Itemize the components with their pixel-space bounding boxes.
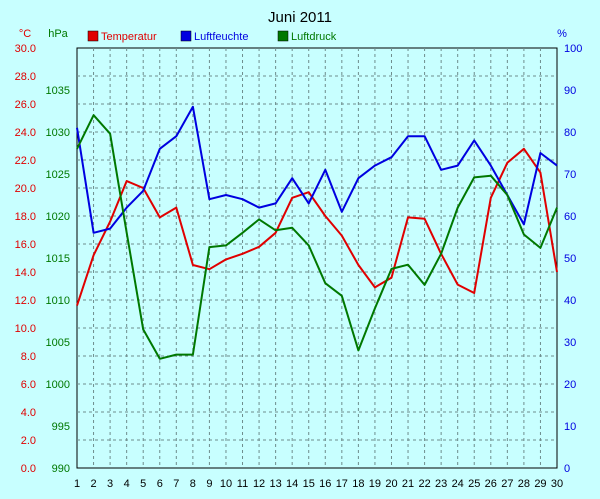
- temperature-tick-label: 24.0: [15, 127, 36, 139]
- humidity-tick-label: 60: [564, 211, 576, 223]
- x-tick-label: 5: [140, 478, 146, 490]
- humidity-tick-label: 0: [564, 463, 570, 475]
- x-tick-label: 2: [90, 478, 96, 490]
- humidity-tick-label: 100: [564, 43, 582, 55]
- x-tick-label: 27: [501, 478, 513, 490]
- legend-label-temperatur: Temperatur: [101, 31, 157, 43]
- x-tick-label: 8: [190, 478, 196, 490]
- temperature-tick-label: 14.0: [15, 267, 36, 279]
- series-line-temperatur: [76, 147, 558, 306]
- humidity-tick-label: 70: [564, 169, 576, 181]
- x-tick-label: 19: [369, 478, 381, 490]
- temperature-tick-label: 18.0: [15, 211, 36, 223]
- x-tick-label: 21: [402, 478, 414, 490]
- temperature-unit-label: °C: [19, 28, 31, 40]
- temperature-tick-label: 28.0: [15, 71, 36, 83]
- temperature-tick-label: 10.0: [15, 323, 36, 335]
- pressure-tick-label: 990: [52, 463, 70, 475]
- grid-layer: [76, 47, 558, 469]
- humidity-tick-label: 90: [564, 85, 576, 97]
- x-tick-label: 12: [253, 478, 265, 490]
- x-tick-label: 26: [485, 478, 497, 490]
- x-tick-label: 22: [418, 478, 430, 490]
- temperature-tick-label: 6.0: [21, 379, 36, 391]
- series-line-luftdruck: [76, 114, 558, 360]
- humidity-tick-label: 50: [564, 253, 576, 265]
- x-tick-label: 4: [124, 478, 130, 490]
- temperature-tick-label: 16.0: [15, 239, 36, 251]
- x-tick-label: 3: [107, 478, 113, 490]
- pressure-tick-label: 995: [52, 421, 70, 433]
- x-tick-label: 17: [336, 478, 348, 490]
- humidity-tick-label: 10: [564, 421, 576, 433]
- x-tick-label: 10: [220, 478, 232, 490]
- x-tick-label: 24: [452, 478, 464, 490]
- legend-label-luftdruck: Luftdruck: [291, 31, 337, 43]
- legend: Temperatur Luftfeuchte Luftdruck: [87, 30, 337, 43]
- x-tick-label: 28: [518, 478, 530, 490]
- pressure-tick-label: 1020: [46, 211, 70, 223]
- humidity-tick-label: 80: [564, 127, 576, 139]
- x-tick-label: 13: [269, 478, 281, 490]
- pressure-tick-label: 1000: [46, 379, 70, 391]
- x-tick-label: 9: [206, 478, 212, 490]
- humidity-tick-label: 20: [564, 379, 576, 391]
- x-tick-label: 6: [157, 478, 163, 490]
- temperature-tick-label: 4.0: [21, 407, 36, 419]
- legend-swatch-temperatur: [87, 30, 99, 42]
- x-tick-label: 30: [551, 478, 563, 490]
- temperature-tick-label: 8.0: [21, 351, 36, 363]
- pressure-unit-label: hPa: [48, 28, 68, 40]
- axis-layer: 0.0 2.0 4.0 6.0 8.0 10.0 12.0 14.0 16.0 18.0 20.0 2…: [15, 43, 583, 490]
- legend-swatch-luftfeuchte: [180, 30, 192, 42]
- x-tick-label: 23: [435, 478, 447, 490]
- pressure-tick-label: 1030: [46, 127, 70, 139]
- plot-frame: [76, 47, 558, 469]
- pressure-tick-label: 1025: [46, 169, 70, 181]
- legend-swatch-luftdruck: [277, 30, 289, 42]
- temperature-tick-label: 0.0: [21, 463, 36, 475]
- x-tick-label: 7: [173, 478, 179, 490]
- humidity-tick-label: 30: [564, 337, 576, 349]
- x-tick-label: 1: [74, 478, 80, 490]
- pressure-tick-label: 1035: [46, 85, 70, 97]
- pressure-tick-label: 1005: [46, 337, 70, 349]
- series-line-luftfeuchte: [76, 105, 558, 234]
- temperature-tick-label: 26.0: [15, 99, 36, 111]
- legend-label-luftfeuchte: Luftfeuchte: [194, 31, 248, 43]
- temperature-tick-label: 20.0: [15, 183, 36, 195]
- x-tick-label: 20: [385, 478, 397, 490]
- temperature-tick-label: 22.0: [15, 155, 36, 167]
- x-tick-label: 18: [352, 478, 364, 490]
- pressure-tick-label: 1010: [46, 295, 70, 307]
- series-layer: [76, 105, 558, 360]
- temperature-tick-label: 30.0: [15, 43, 36, 55]
- x-tick-label: 25: [468, 478, 480, 490]
- x-tick-label: 16: [319, 478, 331, 490]
- chart-title: Juni 2011: [268, 9, 332, 26]
- x-tick-label: 29: [534, 478, 546, 490]
- humidity-tick-label: 40: [564, 295, 576, 307]
- x-tick-label: 15: [303, 478, 315, 490]
- pressure-tick-label: 1015: [46, 253, 70, 265]
- x-tick-label: 11: [237, 478, 248, 490]
- x-tick-label: 14: [286, 478, 298, 490]
- temperature-tick-label: 12.0: [15, 295, 36, 307]
- humidity-unit-label: %: [557, 28, 567, 40]
- temperature-tick-label: 2.0: [21, 435, 36, 447]
